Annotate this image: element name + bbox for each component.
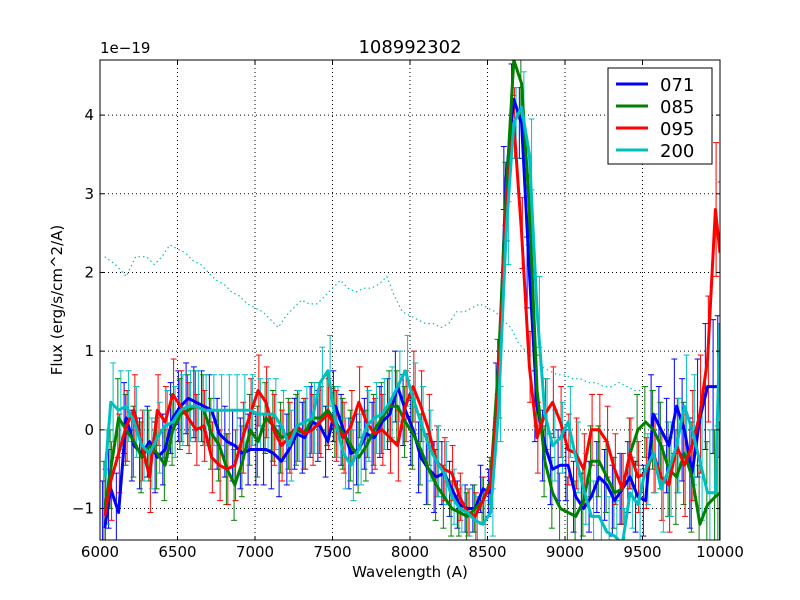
series-line-200 [103,105,720,540]
y-axis-label: Flux (erg/s/cm^2/A) [48,225,66,376]
x-tick-label: 9000 [546,543,584,561]
series-line-095 [103,121,720,518]
x-tick-label: 7000 [236,543,274,561]
plot-area [100,60,720,540]
series-lines-layer [103,60,720,540]
series-line-085 [103,60,720,526]
legend-label-071: 071 [660,75,694,96]
legend-label-200: 200 [660,141,694,162]
legend-label-095: 095 [660,119,694,140]
legend-label-085: 085 [660,97,694,118]
x-tick-label: 6500 [158,543,196,561]
chart-title: 108992302 [358,37,461,58]
series-line-071 [103,97,720,529]
x-tick-label: 8000 [391,543,429,561]
y-tick-label: 2 [84,263,94,281]
y-axis-ticks: −1 0 1 2 3 4 [72,106,720,518]
x-tick-label: 7500 [313,543,351,561]
x-axis-ticks: 6000 6500 7000 7500 8000 8500 9000 9500 10000 [81,60,744,561]
x-tick-label: 9500 [623,543,661,561]
y-tick-label: −1 [72,500,94,518]
y-tick-label: 1 [84,342,94,360]
x-axis-label: Wavelength (A) [352,563,468,581]
y-multiplier-label: 1e−19 [100,39,150,57]
x-tick-label: 8500 [468,543,506,561]
y-tick-label: 4 [84,106,94,124]
x-tick-label: 6000 [81,543,119,561]
y-tick-label: 0 [84,421,94,439]
x-tick-label: 10000 [696,543,744,561]
y-tick-label: 3 [84,185,94,203]
